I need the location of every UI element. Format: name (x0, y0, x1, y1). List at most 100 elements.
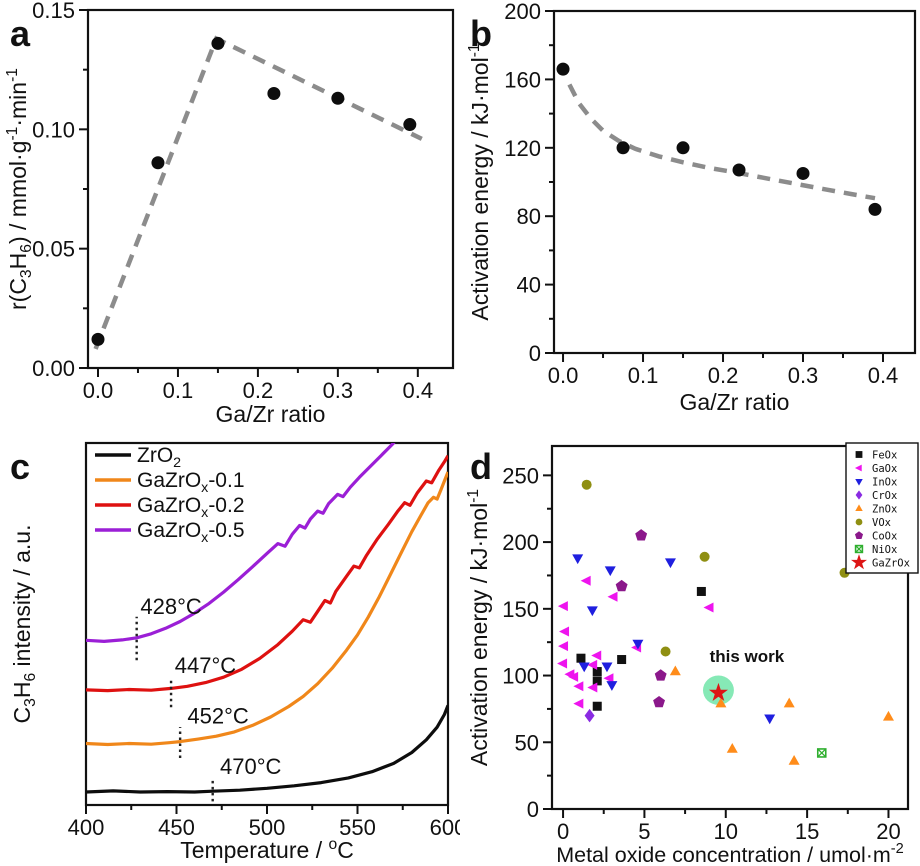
feox-point (617, 655, 627, 665)
x-tick-label: 0.0 (548, 363, 579, 388)
gaox-point (557, 601, 568, 612)
legend-swatch-gazrox (851, 554, 867, 570)
gaox-point (703, 602, 714, 613)
y-tick-label: 40 (517, 273, 541, 298)
series-crox (584, 708, 595, 723)
feox-point (696, 586, 706, 596)
x-tick-label: 20 (876, 819, 900, 844)
onset-temperature-label: 452°C (187, 704, 249, 729)
legend-swatch-inox (855, 478, 863, 486)
series-vox (581, 479, 850, 657)
onset-temperature-label: 428°C (140, 594, 202, 619)
legend-label: GaZrOx​-0.1 (137, 469, 245, 496)
inox-point (604, 566, 616, 577)
series-niox (816, 748, 827, 758)
y-tick-label: 0.00 (32, 356, 75, 381)
series-gazrox-0-2 (86, 454, 448, 693)
y-tick-label: 200 (502, 530, 539, 555)
x-axis-label: Metal oxide concentration / umol·m-2​ (556, 841, 904, 866)
znox-point (788, 754, 800, 765)
panel-d: d 0 5 10 15 20 0 50 100 150 200 250 Metal oxide conc… (460, 433, 920, 866)
data-point (796, 166, 810, 180)
y-tick-label: 0.10 (32, 117, 75, 142)
panel-letter-d: d (470, 446, 492, 487)
data-point (211, 36, 225, 50)
gaox-point (557, 658, 568, 669)
data-points (91, 36, 417, 346)
inox-point (764, 714, 776, 725)
x-tick-label: 0.3 (323, 378, 354, 403)
inox-point (578, 662, 590, 673)
plot-frame (550, 444, 910, 811)
y-axis-label: Activation energy / kJ·mol-1​ (466, 43, 493, 320)
x-tick-label: 0.4 (868, 363, 899, 388)
y-tick-label: 160 (504, 67, 541, 92)
x-tick-label: 0.1 (163, 378, 194, 403)
feox-point (592, 701, 602, 711)
data-point (732, 163, 746, 177)
x-tick-label: 0.4 (403, 378, 434, 403)
data-point (616, 141, 630, 155)
series-zro2 (86, 704, 448, 794)
trend-dashed-line (93, 35, 423, 350)
x-tick-label: 15 (795, 819, 819, 844)
legend-swatch-feox (855, 451, 863, 458)
panel-letter-a: a (10, 13, 31, 54)
plot-frame (552, 9, 917, 355)
legend-label: VOx (872, 517, 891, 529)
vox-point (660, 646, 671, 657)
x-axis-label: Ga/Zr ratio (216, 401, 326, 427)
legend-swatch-niox (854, 544, 864, 554)
coox-point (635, 529, 648, 541)
inox-point (664, 558, 676, 569)
panel-b-chart: b 0.0 0.1 0.2 0.3 0.4 0 40 80 120 160 200 Ga/Zr rati… (466, 0, 917, 415)
onset-temperature-label: 447°C (175, 653, 237, 678)
x-tick-label: 600 (430, 815, 460, 840)
x-tick-label: 400 (68, 815, 105, 840)
x-tick-label: 550 (339, 815, 376, 840)
panel-letter-b: b (470, 13, 492, 54)
panel-b: b 0.0 0.1 0.2 0.3 0.4 0 40 80 120 160 200 Ga/Zr rati… (460, 0, 920, 433)
axis-ticks (79, 9, 419, 377)
legend-swatch-znox (855, 504, 863, 512)
data-point (267, 87, 281, 101)
gaox-point (607, 591, 618, 602)
y-tick-label: 150 (502, 597, 539, 622)
x-tick-label: 0.3 (788, 363, 819, 388)
legend-label: ZnOx (872, 504, 897, 516)
y-axis-label: C3​H6​ intensity / a.u. (9, 525, 39, 724)
vox-point (699, 551, 710, 562)
curves (86, 443, 448, 794)
data-point (331, 91, 345, 105)
gaox-point (603, 673, 614, 684)
legend-label: GaZrOx​-0.5 (137, 519, 245, 546)
gaox-point (580, 575, 591, 586)
feox-point (592, 676, 602, 686)
data-point (556, 62, 570, 76)
y-tick-label: 80 (517, 204, 541, 229)
legend-label: GaZrOx​-0.2 (137, 494, 245, 521)
inox-point (606, 681, 618, 691)
y-tick-label: 120 (504, 136, 541, 161)
coox-point (653, 695, 665, 708)
vox-point (581, 479, 592, 490)
legend-label: InOx (872, 477, 897, 489)
data-point (676, 141, 690, 155)
onset-temperature-label: 470°C (220, 754, 282, 779)
series-gazrox-0-5 (86, 443, 396, 643)
y-tick-label: 0 (529, 341, 541, 366)
znox-point (669, 665, 681, 676)
coox-point (654, 669, 667, 681)
x-tick-label: 450 (158, 815, 195, 840)
x-tick-label: 500 (249, 815, 286, 840)
series-gazrox-0-1 (86, 471, 448, 747)
legend-label: GaZrOx (872, 558, 910, 570)
feox-point (592, 667, 602, 677)
gaox-point (558, 641, 569, 652)
panel-a-chart: a 0.0 0.1 0.2 0.3 0.4 0.00 0.05 0.10 0.15 Ga/Zr ra… (4, 0, 455, 427)
gaox-point (559, 626, 570, 637)
x-tick-label: 0.1 (628, 363, 659, 388)
